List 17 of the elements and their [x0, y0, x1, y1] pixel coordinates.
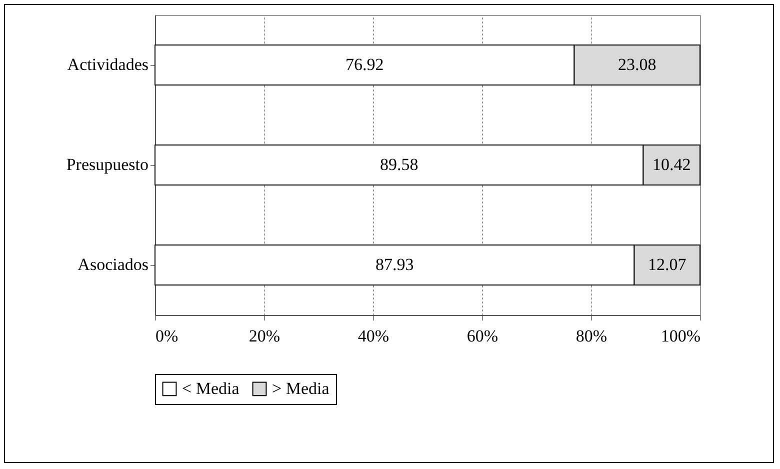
legend-label: < Media — [182, 378, 240, 398]
data-label: 12.07 — [648, 255, 687, 274]
x-tick-label: 100% — [660, 326, 700, 346]
legend-label: > Media — [272, 378, 330, 398]
data-label: 89.58 — [380, 155, 418, 174]
x-tick-label: 80% — [576, 326, 608, 346]
data-label: 23.08 — [618, 55, 656, 74]
data-label: 10.42 — [652, 155, 691, 174]
y-tick-label: Actividades — [67, 55, 148, 74]
x-tick-label: 60% — [466, 326, 498, 346]
x-tick-label: 0% — [156, 326, 178, 346]
data-label: 87.93 — [375, 255, 414, 274]
x-tick-label: 20% — [248, 326, 280, 346]
x-tick-label: 40% — [358, 326, 390, 346]
data-label: 76.92 — [345, 55, 384, 74]
y-tick-label: Presupuesto — [66, 155, 148, 174]
y-tick-label: Asociados — [78, 255, 148, 274]
